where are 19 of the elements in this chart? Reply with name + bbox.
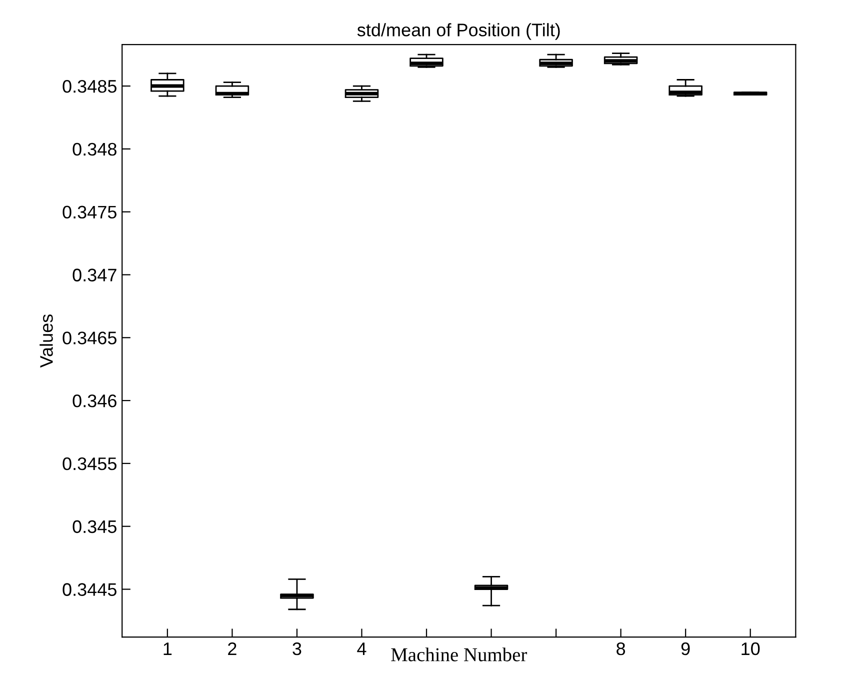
x-tick-label: 3 bbox=[292, 642, 302, 656]
y-tick-label: 0.347 bbox=[72, 268, 116, 282]
y-tick-label: 0.346 bbox=[72, 394, 116, 408]
x-tick-label: 4 bbox=[357, 642, 366, 655]
y-tick-label: 0.348 bbox=[72, 142, 116, 156]
x-tick-label: 10 bbox=[742, 642, 760, 656]
chart-title: std/mean of Position (Tilt) bbox=[357, 23, 560, 40]
x-tick-label: 8 bbox=[616, 642, 626, 656]
y-tick-label: 0.3455 bbox=[62, 457, 116, 470]
x-tick-label: 1 bbox=[164, 642, 172, 655]
y-axis-title: Values bbox=[40, 314, 53, 368]
x-tick-label: 2 bbox=[228, 642, 236, 655]
y-tick-label: 0.3465 bbox=[62, 332, 116, 344]
x-tick-label: 9 bbox=[681, 642, 690, 656]
y-tick-label: 0.3485 bbox=[62, 80, 116, 93]
x-axis-title: Machine Number bbox=[391, 648, 528, 662]
y-tick-label: 0.3475 bbox=[62, 206, 116, 219]
y-tick-label: 0.345 bbox=[72, 520, 116, 534]
y-tick-label: 0.3445 bbox=[62, 583, 116, 596]
